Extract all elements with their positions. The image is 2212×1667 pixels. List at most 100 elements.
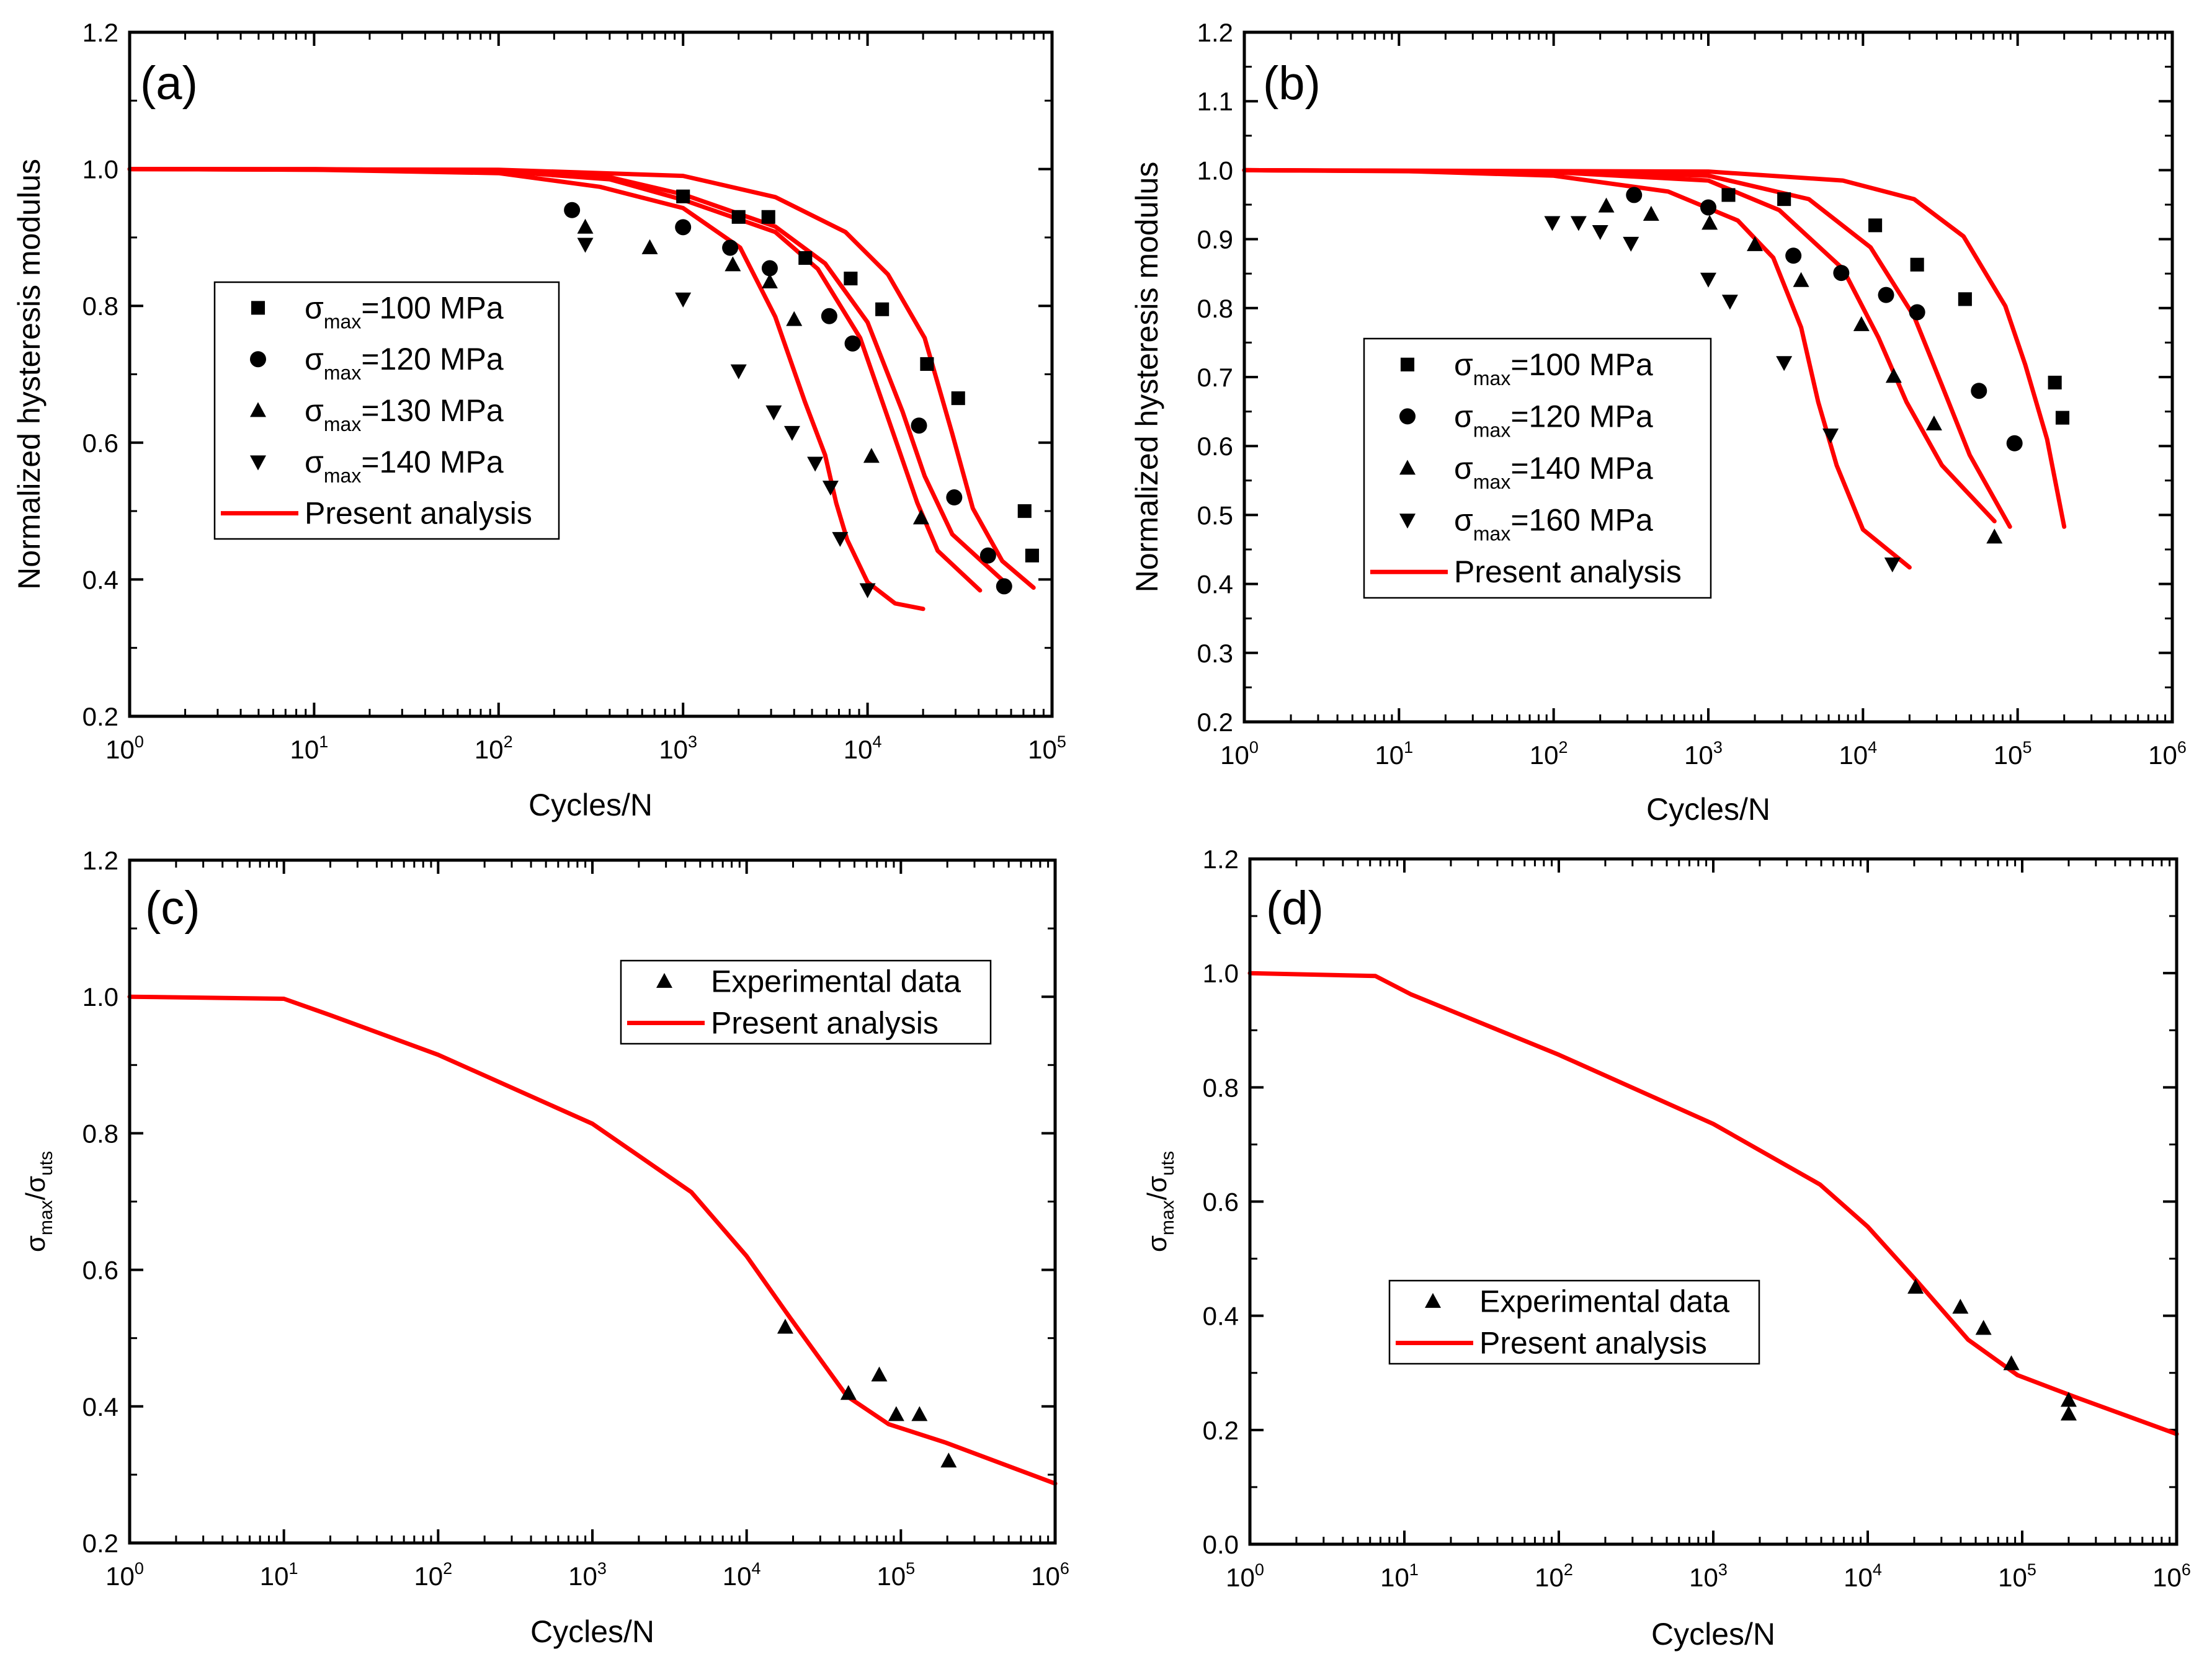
legend-box [620, 959, 992, 1045]
x-tick-base: 10 [568, 1562, 597, 1591]
data-point-square [920, 357, 934, 371]
x-tick-base: 10 [105, 1562, 135, 1591]
legend-entry: Experimental data [1479, 1284, 1729, 1319]
y-tick-label: 0.5 [1197, 500, 1233, 530]
x-tick-base: 10 [2148, 740, 2177, 770]
data-point-triangle-up [1975, 1320, 1992, 1335]
x-tick-label: 105 [1028, 732, 1066, 764]
x-tick-base: 10 [414, 1562, 443, 1591]
x-tick-exponent: 5 [906, 1559, 915, 1578]
data-point-square [1721, 188, 1736, 202]
data-point-square [875, 302, 890, 316]
x-tick-label: 100 [105, 1559, 144, 1591]
data-point-circle [1785, 247, 1802, 264]
x-axis-label: Cycles/N [1651, 1617, 1775, 1651]
x-tick-exponent: 4 [1873, 1560, 1882, 1579]
y-tick-label: 0.6 [83, 429, 118, 458]
x-tick-base: 10 [1844, 1563, 1873, 1592]
legend-marker-square [1400, 357, 1415, 371]
data-point-triangle-up [871, 1366, 888, 1382]
data-point-triangle-down [1721, 295, 1738, 310]
present-analysis-curve [127, 994, 1058, 1486]
y-tick-label: 1.2 [1203, 845, 1239, 874]
data-point-square [731, 210, 746, 224]
legend-sigma: σ [1454, 347, 1473, 382]
x-tick-base: 10 [290, 735, 319, 764]
data-point-triangle-down [859, 583, 876, 598]
y-tick-label: 0.8 [83, 1119, 118, 1148]
y-tick-label: 0.4 [1203, 1302, 1239, 1331]
y-tick-label: 0.4 [83, 1392, 118, 1421]
present-analysis-curve [127, 167, 1036, 590]
x-tick-exponent: 0 [1249, 738, 1259, 757]
legend-box [1388, 1279, 1760, 1365]
data-point-triangle-up [888, 1406, 904, 1421]
legend-marker-triangle-down [250, 455, 266, 471]
x-tick-base: 10 [1839, 740, 1868, 770]
data-point-triangle-up [786, 311, 803, 326]
chart-panel-a: 100 101 102 103 104 1050.20.40.60.81.01.2(a)C… [12, 18, 1066, 822]
legend-sub: max [324, 362, 361, 384]
data-point-triangle-up [1885, 368, 1902, 383]
data-point-triangle-up [1952, 1299, 1969, 1314]
data-point-circle [1833, 265, 1850, 282]
data-point-triangle-up [1793, 272, 1809, 287]
present-analysis-curve [1247, 971, 2179, 1436]
y-tick-label: 0.2 [83, 702, 118, 731]
y-axis-label: Normalized hysteresis modulus [1130, 162, 1164, 593]
plot-frame [128, 858, 1057, 1545]
data-point-triangle-up [641, 239, 658, 254]
data-point-square [1777, 192, 1791, 207]
legend-sigma: σ [305, 393, 324, 428]
panel-label: (b) [1263, 57, 1321, 110]
legend-sigma: σ [305, 290, 324, 325]
chart-panel-d: 100 101 102 103 104 105 1060.00.20.40.60.81.01… [1142, 845, 2191, 1651]
data-point-triangle-up [912, 509, 929, 525]
y-label-sigma: σ [1142, 1235, 1172, 1252]
data-point-square [2048, 375, 2062, 389]
x-tick-exponent: 6 [2182, 1560, 2191, 1579]
y-label-sigma: σ [20, 1235, 51, 1252]
y-label-sigma2: σ [20, 1176, 51, 1193]
x-tick-base: 10 [1226, 1563, 1255, 1592]
data-point-circle [761, 260, 778, 277]
panel-label: (c) [145, 882, 200, 935]
x-tick-exponent: 4 [1868, 738, 1877, 757]
data-point-triangle-up [840, 1385, 857, 1400]
data-point-triangle-down [1884, 557, 1901, 573]
data-point-triangle-down [1700, 272, 1716, 288]
present-analysis-curve [127, 167, 925, 611]
data-point-circle [1878, 287, 1894, 303]
legend-sigma: σ [305, 342, 324, 376]
data-point-square [798, 251, 813, 265]
legend-sub: max [1473, 367, 1510, 389]
x-tick-exponent: 3 [597, 1559, 607, 1578]
legend-marker-circle [250, 351, 266, 368]
legend-box [213, 281, 560, 540]
x-tick-base: 10 [2152, 1563, 2182, 1592]
data-point-triangle-up [2003, 1355, 2020, 1371]
legend-entry: σmax=140 MPa [305, 445, 504, 487]
x-tick-exponent: 0 [1255, 1560, 1264, 1579]
x-tick-exponent: 0 [135, 1559, 144, 1578]
legend-text: =160 MPa [1510, 503, 1653, 538]
x-tick-label: 101 [290, 732, 329, 764]
x-tick-label: 103 [1689, 1560, 1728, 1592]
data-point-triangle-up [1643, 205, 1659, 221]
data-point-triangle-down [730, 364, 747, 380]
legend-entry: Present analysis [711, 1006, 939, 1041]
x-tick-label: 102 [475, 732, 513, 764]
legend-entry: σmax=100 MPa [305, 290, 504, 332]
data-point-triangle-up [2060, 1392, 2077, 1407]
x-tick-label: 105 [1994, 738, 2032, 770]
x-tick-label: 105 [1998, 1560, 2036, 1592]
x-axis-label: Cycles/N [530, 1614, 654, 1649]
plot-frame [1242, 30, 2174, 724]
data-point-circle [996, 578, 1012, 595]
y-tick-label: 0.9 [1197, 225, 1233, 254]
legend-marker-square [251, 301, 265, 315]
x-tick-label: 104 [844, 732, 882, 764]
x-tick-label: 106 [1031, 1559, 1069, 1591]
